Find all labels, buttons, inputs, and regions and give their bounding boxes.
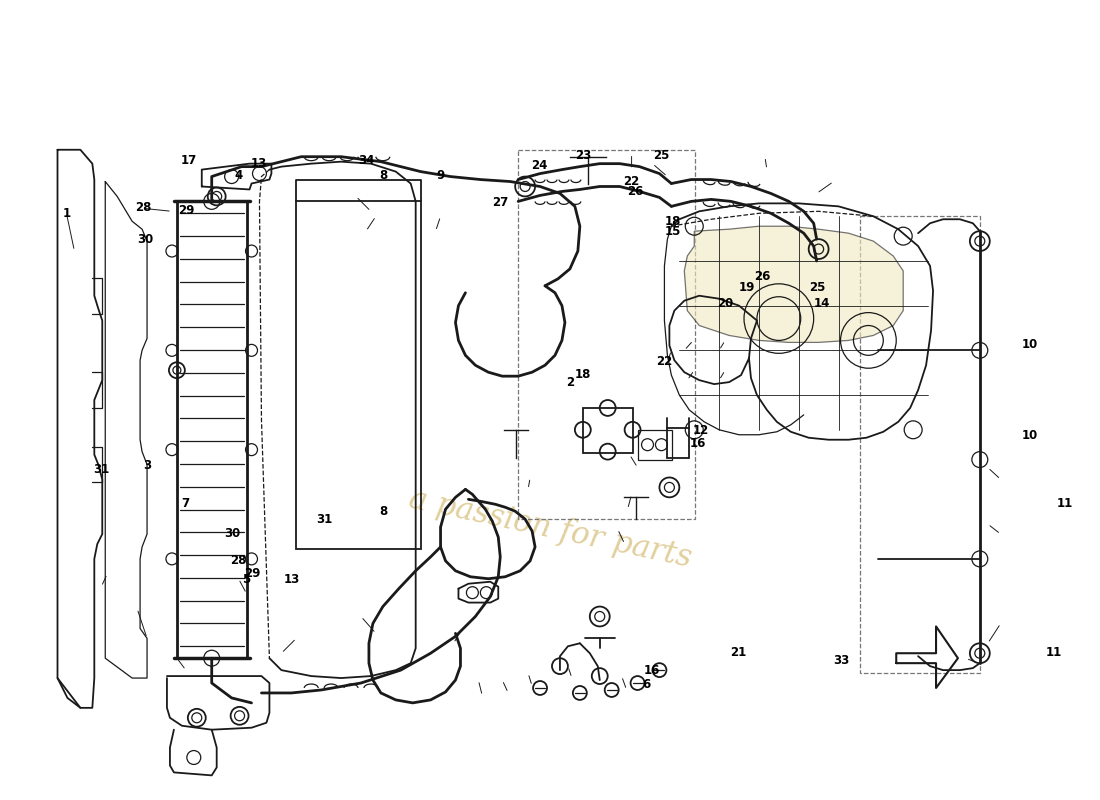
Text: 11: 11 [1056,497,1072,510]
Text: 6: 6 [642,678,650,691]
Text: 25: 25 [808,281,825,294]
Text: 31: 31 [317,513,332,526]
Text: 29: 29 [178,205,195,218]
Text: 16: 16 [644,664,660,677]
Text: 13: 13 [251,157,267,170]
Text: 25: 25 [653,149,670,162]
Text: 30: 30 [224,527,241,540]
Text: 12: 12 [693,424,710,437]
Text: 34: 34 [358,154,374,166]
Text: 10: 10 [1021,430,1037,442]
Text: 15: 15 [664,225,681,238]
Text: 8: 8 [379,505,388,518]
Text: 18: 18 [574,368,591,381]
Text: 29: 29 [244,566,261,580]
Text: 28: 28 [134,202,151,214]
Text: 17: 17 [180,154,197,166]
Bar [668,428,690,458]
Bar [583,408,632,453]
Text: 31: 31 [94,463,109,477]
Text: 1: 1 [63,207,70,220]
Text: 9: 9 [437,170,444,182]
Text: 20: 20 [717,297,734,310]
Text: 22: 22 [656,355,672,368]
Text: 4: 4 [234,170,242,182]
Text: 8: 8 [379,170,388,182]
Text: 33: 33 [833,654,849,667]
Text: 3: 3 [143,458,152,472]
Text: 26: 26 [627,186,644,198]
Text: 19: 19 [739,281,756,294]
Text: 11: 11 [1045,646,1062,659]
Text: 27: 27 [493,197,509,210]
Text: 24: 24 [531,159,547,172]
Text: 13: 13 [284,573,300,586]
Text: 22: 22 [623,175,639,188]
Text: 21: 21 [730,646,747,659]
Bar [296,202,420,549]
Text: 26: 26 [755,270,770,283]
Text: 7: 7 [182,497,189,510]
Text: 18: 18 [664,214,681,228]
Text: 30: 30 [136,233,153,246]
Text: 23: 23 [574,149,591,162]
Polygon shape [684,226,903,342]
Text: a passion for parts: a passion for parts [406,484,694,574]
Text: 5: 5 [242,573,250,586]
Bar [518,150,695,519]
Text: 16: 16 [690,437,706,450]
Text: 10: 10 [1021,338,1037,351]
Bar [638,430,672,459]
Text: 14: 14 [813,297,829,310]
Text: 28: 28 [230,554,246,567]
Bar [860,216,980,673]
Text: 2: 2 [565,376,574,389]
